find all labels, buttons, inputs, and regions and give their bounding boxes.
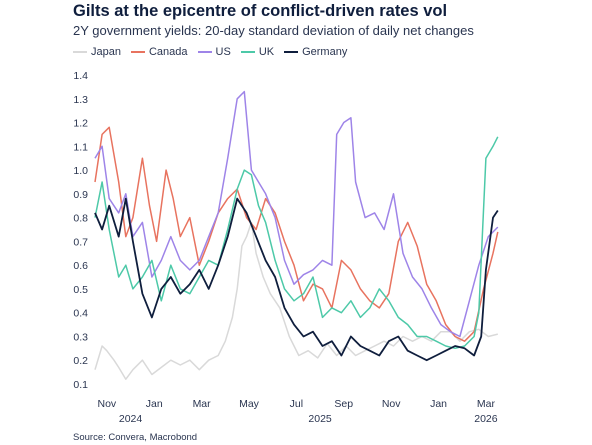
y-tick-label: 0.8: [73, 213, 88, 225]
y-tick-label: 0.3: [73, 331, 88, 343]
x-tick-label: Jan: [146, 398, 163, 410]
y-tick-label: 0.7: [73, 236, 88, 248]
x-tick-label: Jul: [290, 398, 303, 410]
legend-swatch-uk: [240, 51, 255, 53]
y-tick-label: 0.2: [73, 355, 88, 367]
y-tick-label: 1.0: [73, 165, 88, 177]
legend-item-japan: Japan: [73, 46, 121, 58]
x-tick-label: Nov: [382, 398, 401, 410]
x-tick-label: May: [239, 398, 260, 410]
y-tick-label: 1.4: [73, 70, 88, 82]
y-tick-label: 0.4: [73, 308, 88, 320]
legend-item-uk: UK: [240, 46, 275, 58]
legend-label-germany: Germany: [302, 46, 348, 58]
y-tick-label: 1.2: [73, 118, 88, 130]
chart-legend: Japan Canada US UK Germany: [73, 46, 347, 58]
legend-swatch-germany: [284, 51, 299, 53]
legend-swatch-japan: [73, 51, 87, 53]
y-tick-label: 0.1: [73, 379, 88, 391]
legend-swatch-us: [197, 51, 212, 53]
x-tick-label: Mar: [477, 398, 496, 410]
y-tick-label: 0.5: [73, 284, 88, 296]
x-tick-label: Jan: [430, 398, 447, 410]
legend-item-germany: Germany: [284, 46, 347, 58]
legend-label-us: US: [215, 46, 231, 58]
legend-swatch-canada: [130, 51, 145, 53]
x-year-label: 2025: [308, 413, 332, 425]
chart-title: Gilts at the epicentre of conflict-drive…: [73, 2, 448, 20]
legend-item-canada: Canada: [130, 46, 188, 58]
series-lines: [94, 90, 499, 380]
series-line-canada: [94, 126, 499, 342]
x-year-label: 2026: [474, 413, 498, 425]
y-tick-label: 1.1: [73, 141, 88, 153]
x-tick-label: Nov: [98, 398, 117, 410]
series-line-germany: [94, 197, 499, 362]
legend-label-canada: Canada: [148, 46, 188, 58]
series-line-us: [94, 90, 499, 338]
x-tick-label: Sep: [334, 398, 353, 410]
legend-item-us: US: [197, 46, 231, 58]
chart-source: Source: Convera, Macrobond: [73, 432, 198, 443]
x-axis: Nov Jan Mar May Jul Sep Nov Jan Mar 2024 2025 2026: [98, 398, 498, 425]
y-tick-label: 1.3: [73, 94, 88, 106]
y-tick-label: 0.6: [73, 260, 88, 272]
y-axis: 0.1 0.2 0.3 0.4 0.5 0.6 0.7 0.8 0.9 1.0 1.1 1.2 1.3 1…: [73, 70, 88, 391]
legend-label-japan: Japan: [91, 46, 121, 58]
legend-label-uk: UK: [258, 46, 275, 58]
x-tick-label: Mar: [193, 398, 212, 410]
x-year-label: 2024: [119, 413, 143, 425]
y-tick-label: 0.9: [73, 189, 88, 201]
series-line-uk: [94, 136, 499, 350]
chart-subtitle: 2Y government yields: 20-day standard de…: [73, 23, 474, 38]
